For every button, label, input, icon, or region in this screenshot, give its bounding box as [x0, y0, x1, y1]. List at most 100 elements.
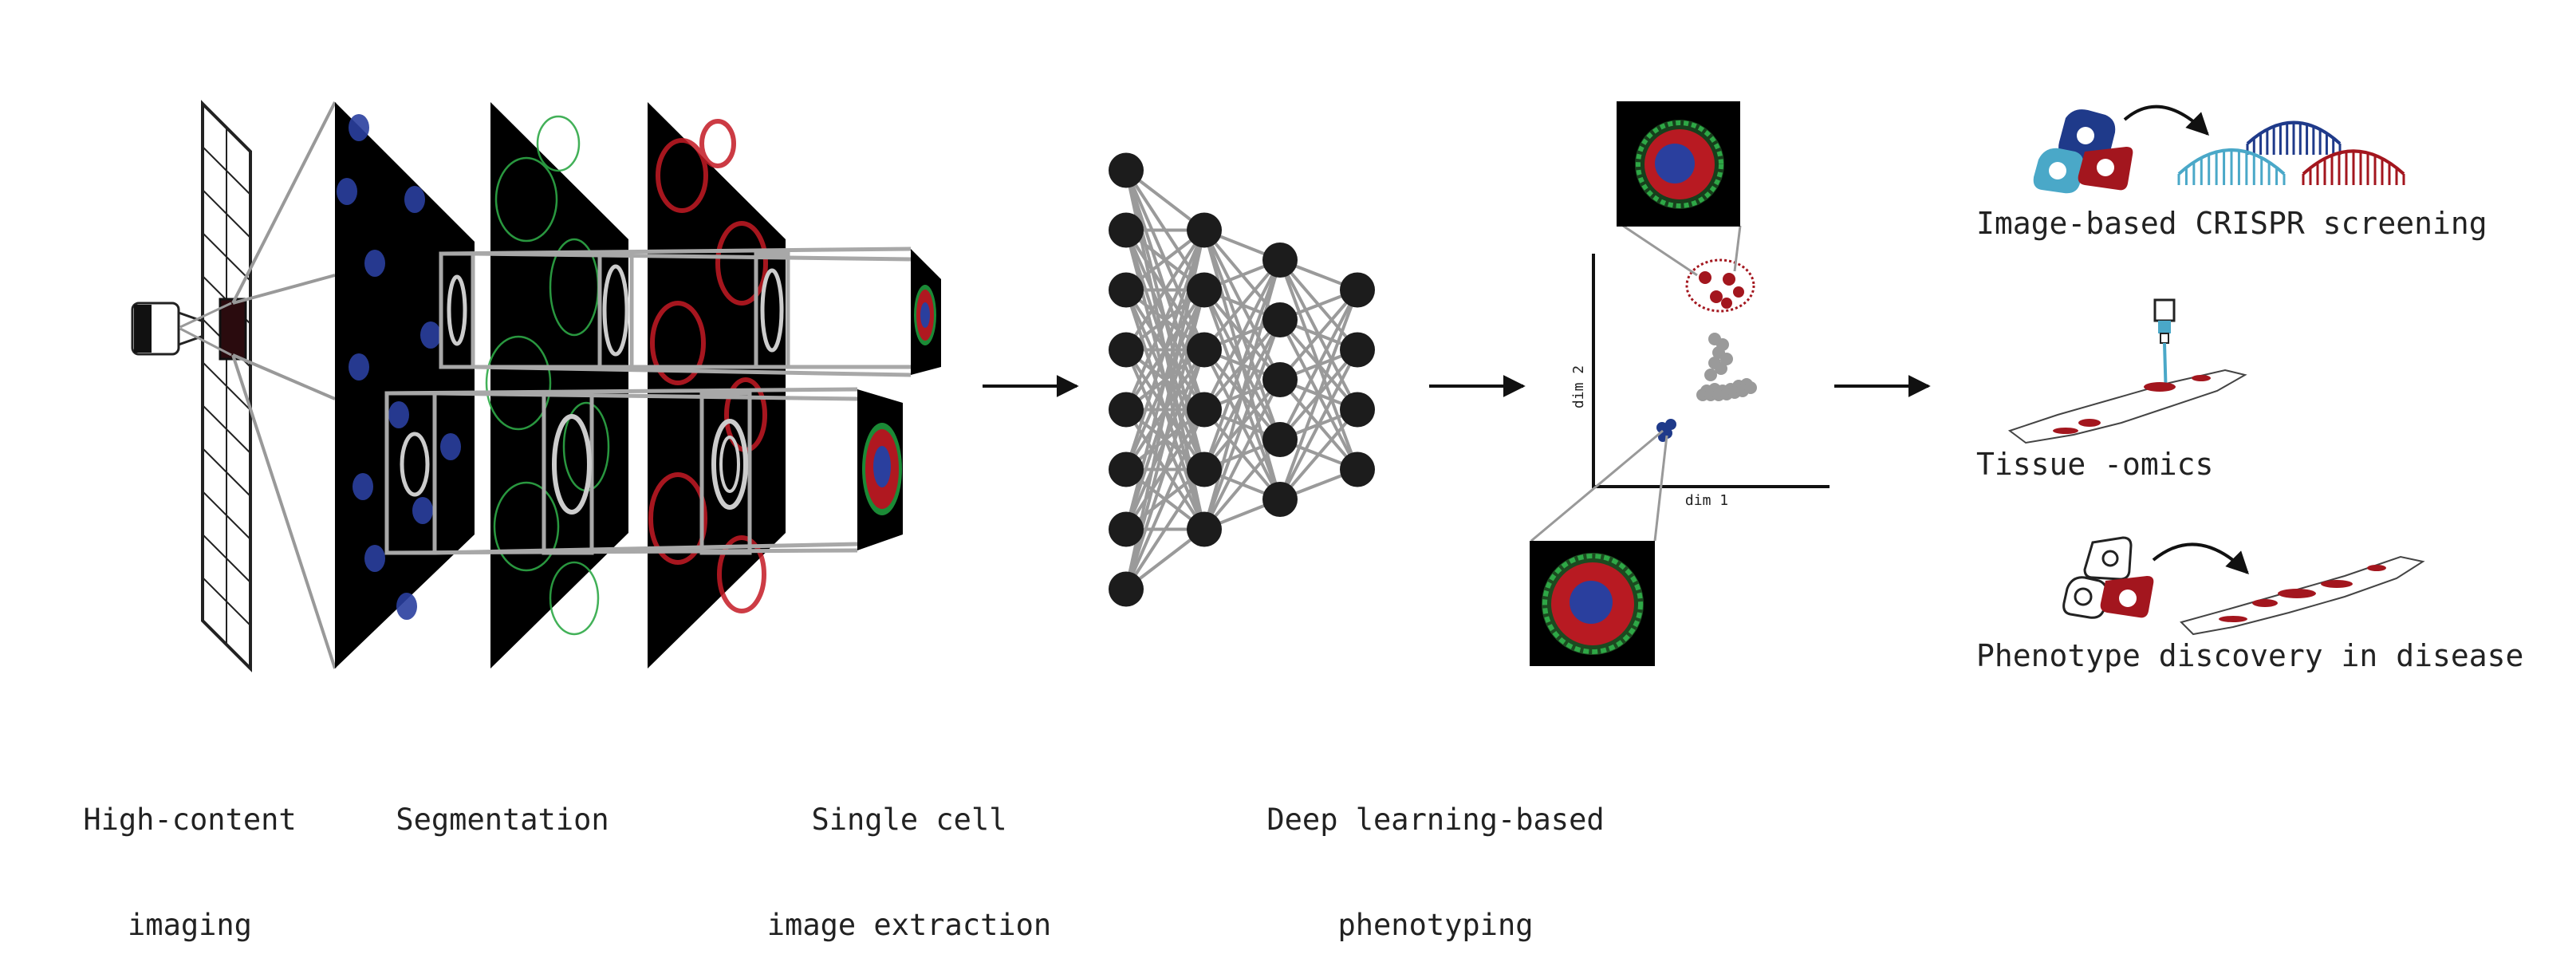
nn-node-layer-1: [1109, 332, 1144, 368]
membrane-outline: [485, 335, 552, 431]
nn-edge: [1203, 319, 1282, 530]
step-caption-phenotyping-line1: Deep learning-based: [1266, 803, 1605, 837]
step-caption-extraction-line2: image extraction: [766, 908, 1052, 942]
cytoplasm-ring: [715, 221, 768, 306]
tissue-cell: [2252, 599, 2278, 607]
nn-node-layer-2: [1187, 452, 1222, 487]
nucleus-blob: [353, 473, 373, 500]
step-caption-imaging-line2: imaging: [128, 908, 252, 942]
tissue-slice: [2007, 369, 2247, 444]
plate-row-line: [202, 189, 251, 239]
tissue-cell: [2078, 419, 2101, 427]
plate-row-line: [202, 577, 251, 626]
nn-node-layer-4: [1340, 272, 1375, 308]
single-cell-tile-top: [911, 249, 941, 375]
nn-edge: [1203, 258, 1282, 351]
nucleus-blob: [440, 433, 461, 460]
cytoplasm-ring: [656, 138, 708, 213]
nn-node-layer-2: [1187, 212, 1222, 248]
nn-node-layer-1: [1109, 152, 1144, 188]
nn-edge: [1125, 229, 1206, 411]
membrane-image-panel: [485, 102, 628, 668]
extraction-box-top: [439, 246, 912, 377]
cytoplasm-image-panel: [648, 102, 786, 668]
cytoplasm-ring: [717, 535, 766, 613]
nucleus-blob: [364, 545, 385, 572]
nn-edge: [1125, 408, 1206, 590]
tissue-omics-icon: [2007, 298, 2247, 444]
well-plate-icon: [201, 100, 252, 672]
nn-edge: [1203, 259, 1282, 411]
tissue-cell: [2278, 589, 2316, 598]
cytoplasm-ring: [699, 119, 736, 168]
step-caption-phenotyping-line2: phenotyping: [1337, 908, 1534, 942]
plate-row-line: [202, 448, 251, 497]
embedding-plot: dim 2 dim 1: [1530, 101, 1830, 666]
nuclei-image-panel: [335, 102, 475, 668]
nn-edge: [1203, 259, 1282, 471]
nucleus-blob: [349, 114, 369, 141]
nucleus-blob: [364, 250, 385, 277]
nn-node-layer-3: [1262, 422, 1298, 457]
gray-point: [1744, 381, 1757, 394]
nn-node-layer-3: [1262, 482, 1298, 517]
plate-row-line: [202, 361, 251, 411]
tissue-cell: [2367, 565, 2386, 571]
nn-node-layer-4: [1340, 452, 1375, 487]
membrane-outline: [549, 561, 600, 636]
tissue-cell: [2321, 580, 2353, 588]
nn-node-layer-2: [1187, 392, 1222, 428]
step-caption-segmentation-line1: Segmentation: [396, 803, 609, 837]
tissue-cell: [2192, 375, 2211, 381]
nn-edge: [1125, 229, 1206, 351]
gray-point: [1704, 369, 1717, 381]
plate-row-line: [202, 146, 251, 195]
nn-edge: [1203, 259, 1282, 530]
pipeline-diagram: dim 2 dim 1: [131, 100, 2425, 672]
nn-edge: [1278, 408, 1359, 501]
extraction-box-bottom: [384, 387, 858, 555]
dna-strand-icon: [2177, 148, 2286, 185]
microscope-objective-icon: [131, 302, 207, 356]
nucleus-blob: [412, 497, 433, 524]
objective-light-rays: [179, 302, 232, 357]
nn-edge: [1125, 229, 1206, 471]
step-caption-extraction-line1: Single cell: [811, 803, 1007, 837]
nn-node-layer-3: [1262, 243, 1298, 278]
nn-node-layer-1: [1109, 511, 1144, 547]
nn-edge: [1203, 379, 1282, 530]
nn-node-layer-4: [1340, 392, 1375, 428]
nn-edge: [1203, 438, 1282, 530]
nn-node-layer-4: [1340, 332, 1375, 368]
plate-row-line: [202, 404, 251, 454]
cytoplasm-ring: [648, 472, 707, 565]
tissue-cell: [2219, 616, 2247, 622]
nucleus-blob: [388, 401, 409, 428]
plate-row-line: [202, 491, 251, 540]
nn-edge: [1125, 468, 1206, 590]
step-caption-imaging: High-content imaging: [70, 732, 309, 978]
nn-node-layer-1: [1109, 452, 1144, 487]
nn-node-layer-1: [1109, 212, 1144, 248]
nucleus-blob: [420, 321, 441, 349]
nn-edge: [1278, 289, 1359, 381]
nn-edge: [1278, 289, 1359, 500]
application-label-phenotype-discovery: Phenotype discovery in disease: [1976, 638, 2524, 673]
gray-cluster: [1696, 333, 1757, 401]
nn-node-layer-1: [1109, 272, 1144, 308]
nucleus-blob: [404, 186, 425, 213]
nn-node-layer-2: [1187, 272, 1222, 308]
nn-edge: [1278, 349, 1359, 500]
x-axis-label: dim 1: [1685, 492, 1728, 509]
nn-node-layer-3: [1262, 362, 1298, 397]
blue-cluster: [1656, 419, 1676, 442]
tissue-cell: [2144, 382, 2176, 392]
membrane-outline: [493, 481, 560, 572]
gray-point: [1715, 362, 1727, 375]
application-label-crispr: Image-based CRISPR screening: [1976, 206, 2487, 241]
step-caption-segmentation: Segmentation: [383, 732, 622, 873]
cytoplasm-ring: [650, 301, 706, 385]
neural-network: [1109, 152, 1375, 607]
gray-point: [1720, 353, 1733, 365]
zoom-lines: [231, 101, 337, 669]
